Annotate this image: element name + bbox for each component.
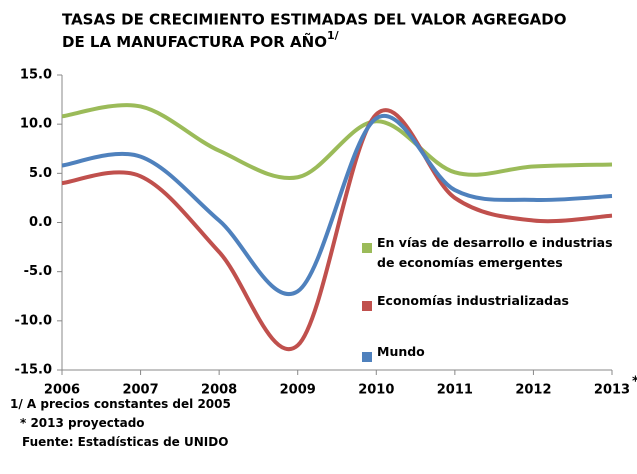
- x-tick-label: 2009: [280, 383, 316, 398]
- x-tick-label: 2011: [437, 383, 473, 398]
- x-tick-label: 2012: [515, 383, 551, 398]
- chart-title: TASAS DE CRECIMIENTO ESTIMADAS DEL VALOR…: [62, 11, 567, 29]
- legend-swatch: [362, 243, 372, 253]
- x-tick-label: 2008: [201, 383, 237, 398]
- y-tick-label: 15.0: [20, 68, 52, 83]
- footnote: * 2013 proyectado: [20, 416, 145, 430]
- footnote: Fuente: Estadísticas de UNIDO: [22, 435, 229, 449]
- chart-title: DE LA MANUFACTURA POR AÑO: [62, 32, 327, 51]
- legend-label: Mundo: [377, 344, 425, 359]
- y-tick-label: -5.0: [24, 264, 52, 279]
- y-tick-label: -10.0: [15, 313, 52, 328]
- x-superscript: *: [632, 375, 637, 390]
- chart-title: DE LA MANUFACTURA POR AÑO1/: [62, 29, 340, 51]
- y-tick-label: -15.0: [15, 363, 52, 378]
- footnote: 1/ A precios constantes del 2005: [10, 397, 231, 411]
- legend-swatch: [362, 352, 372, 362]
- x-tick-label: 2007: [122, 383, 158, 398]
- title-superscript: 1/: [327, 29, 340, 42]
- series-line: [61, 103, 613, 181]
- y-tick-label: 5.0: [29, 166, 52, 181]
- x-tick-label: 2013: [594, 383, 630, 398]
- legend-label: En vías de desarrollo e industrias de ec…: [377, 235, 613, 270]
- legend-swatch: [362, 301, 372, 311]
- series-line: [61, 108, 613, 351]
- y-tick-label: 0.0: [29, 215, 52, 230]
- series-line: [61, 113, 613, 296]
- x-tick-label: 2006: [44, 383, 80, 398]
- x-tick-label: 2010: [358, 383, 394, 398]
- y-tick-label: 10.0: [20, 117, 52, 132]
- legend-label: Economías industrializadas: [377, 293, 569, 308]
